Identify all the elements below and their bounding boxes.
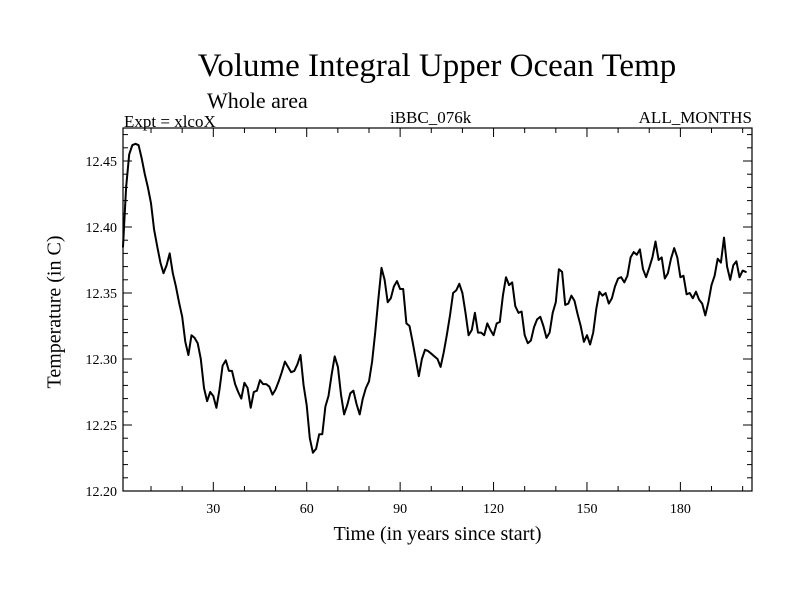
run-id-label: iBBC_076k bbox=[390, 108, 472, 127]
plot-frame bbox=[122, 127, 753, 492]
y-tick-label: 12.40 bbox=[86, 221, 118, 236]
x-axis-label: Time (in years since start) bbox=[333, 523, 542, 545]
x-tick-label: 120 bbox=[483, 502, 504, 517]
months-label: ALL_MONTHS bbox=[638, 108, 752, 127]
experiment-label: Expt = xlcoX bbox=[124, 112, 216, 131]
y-tick-label: 12.45 bbox=[86, 155, 118, 170]
x-tick-label: 60 bbox=[300, 502, 314, 517]
chart-title: Volume Integral Upper Ocean Temp bbox=[197, 48, 677, 84]
y-tick-label: 12.20 bbox=[86, 485, 118, 500]
y-tick-label: 12.25 bbox=[86, 419, 118, 434]
x-tick-label: 30 bbox=[206, 502, 220, 517]
y-tick-label: 12.30 bbox=[86, 353, 118, 368]
x-tick-label: 150 bbox=[576, 502, 597, 517]
temperature-line bbox=[122, 142, 747, 454]
y-tick-label: 12.35 bbox=[86, 287, 118, 302]
x-tick-label: 90 bbox=[393, 502, 407, 517]
chart-subtitle: Whole area bbox=[207, 88, 308, 113]
x-tick-label: 180 bbox=[670, 502, 691, 517]
